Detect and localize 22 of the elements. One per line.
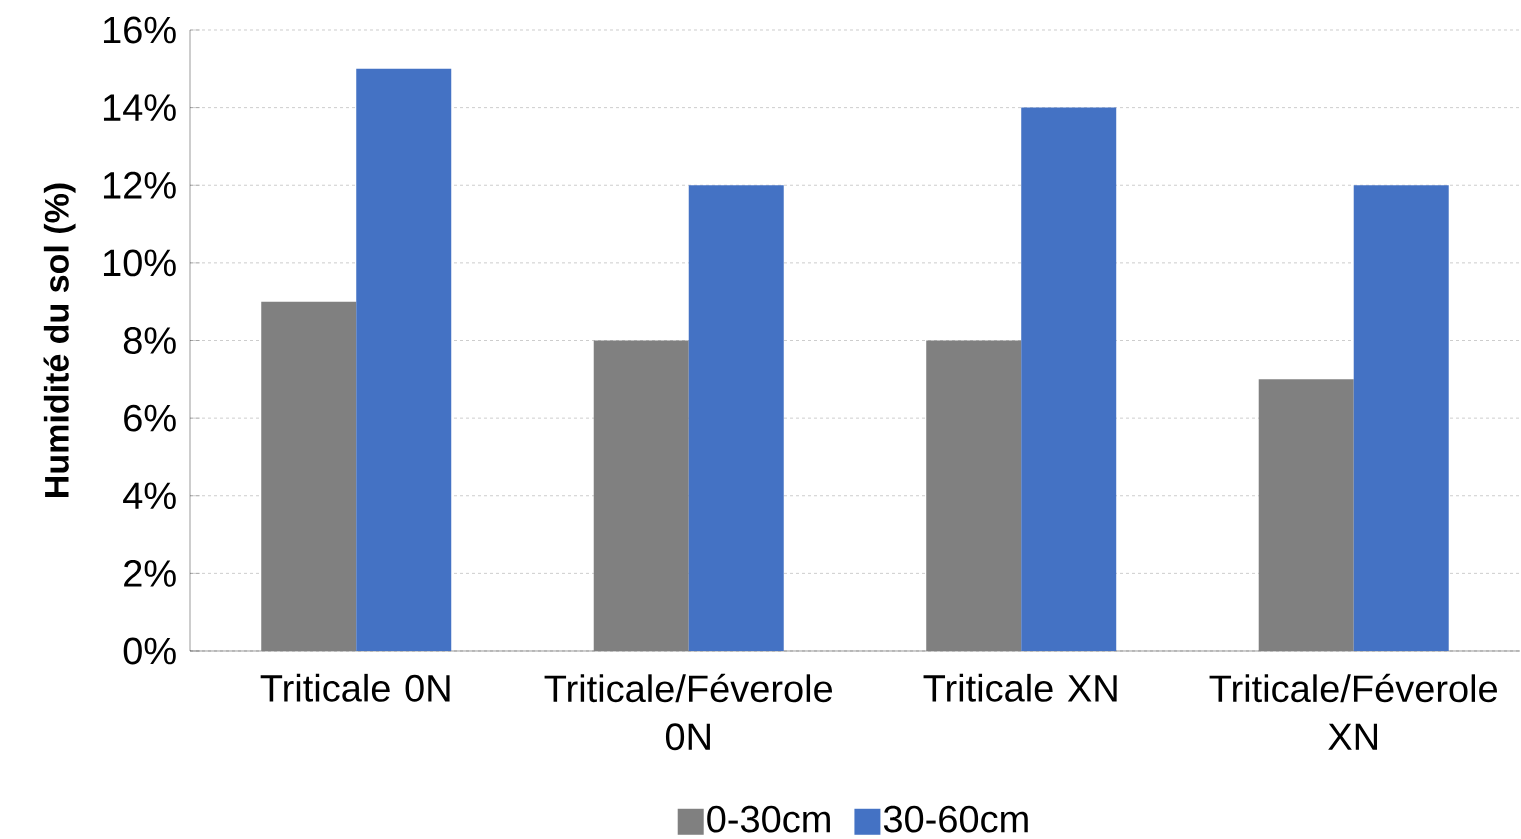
y-tick-label: 10%	[103, 249, 176, 277]
y-axis-title: Humidité du sol (%)	[43, 183, 76, 497]
bar	[688, 185, 784, 651]
x-tick-label: Triticale/Féverole XN	[1209, 673, 1498, 750]
x-tick-label: Triticale 0N	[260, 673, 450, 702]
bar	[1021, 107, 1117, 651]
bar	[1258, 379, 1354, 651]
y-tick-label: 2%	[124, 559, 176, 587]
y-tick-label: 16%	[103, 16, 176, 44]
y-tick-label: 6%	[124, 404, 176, 432]
legend-label: 30-60cm	[883, 805, 1028, 833]
x-tick-label: Triticale/Féverole 0N	[544, 673, 833, 751]
y-tick-label: 0%	[123, 637, 176, 665]
y-tick-label: 4%	[123, 482, 176, 510]
x-tick-label: Triticale XN	[923, 673, 1117, 702]
bar	[261, 301, 357, 651]
bar	[1353, 185, 1449, 651]
y-tick-label: 12%	[103, 171, 176, 199]
bar	[356, 68, 452, 651]
y-tick-label: 8%	[123, 327, 176, 354]
legend-label: 0-30cm	[707, 805, 830, 833]
y-tick-label: 14%	[103, 94, 176, 121]
